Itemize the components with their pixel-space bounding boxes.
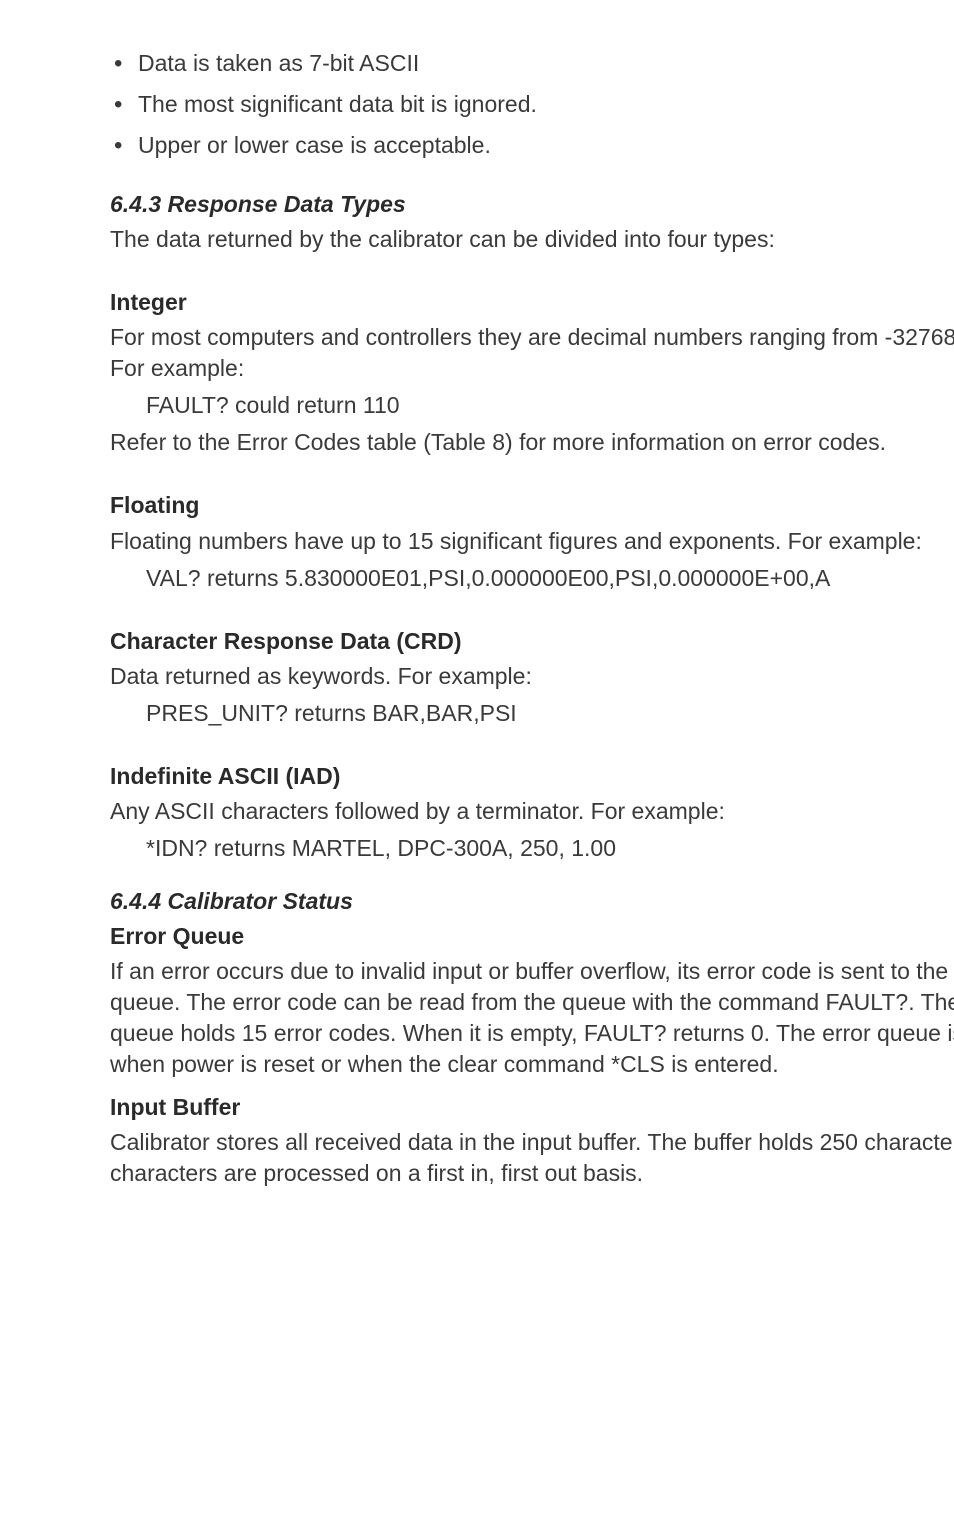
error-queue-heading: Error Queue <box>110 921 954 952</box>
input-buffer-heading: Input Buffer <box>110 1092 954 1123</box>
iad-p1: Any ASCII characters followed by a termi… <box>110 796 954 827</box>
crd-heading: Character Response Data (CRD) <box>110 626 954 657</box>
page-container: Data is taken as 7-bit ASCII The most si… <box>110 48 954 1523</box>
bullet-item: Upper or lower case is acceptable. <box>110 130 954 161</box>
section-643-intro: The data returned by the calibrator can … <box>110 224 954 255</box>
floating-p1: Floating numbers have up to 15 significa… <box>110 526 954 557</box>
input-buffer-p1: Calibrator stores all received data in t… <box>110 1127 954 1189</box>
section-heading-644: 6.4.4 Calibrator Status <box>110 886 954 917</box>
integer-p2: Refer to the Error Codes table (Table 8)… <box>110 427 954 458</box>
floating-example: VAL? returns 5.830000E01,PSI,0.000000E00… <box>110 563 954 594</box>
bullet-list: Data is taken as 7-bit ASCII The most si… <box>110 48 954 161</box>
error-queue-p1: If an error occurs due to invalid input … <box>110 956 954 1080</box>
bullet-text: The most significant data bit is ignored… <box>138 91 537 117</box>
bullet-text: Upper or lower case is acceptable. <box>138 132 491 158</box>
floating-heading: Floating <box>110 490 954 521</box>
section-heading-643: 6.4.3 Response Data Types <box>110 189 954 220</box>
crd-p1: Data returned as keywords. For example: <box>110 661 954 692</box>
bullet-item: Data is taken as 7-bit ASCII <box>110 48 954 79</box>
bullet-item: The most significant data bit is ignored… <box>110 89 954 120</box>
integer-example: FAULT? could return 110 <box>110 390 954 421</box>
bullet-text: Data is taken as 7-bit ASCII <box>138 50 419 76</box>
integer-heading: Integer <box>110 287 954 318</box>
iad-example: *IDN? returns MARTEL, DPC-300A, 250, 1.0… <box>110 833 954 864</box>
iad-heading: Indefinite ASCII (IAD) <box>110 761 954 792</box>
integer-p1: For most computers and controllers they … <box>110 322 954 384</box>
crd-example: PRES_UNIT? returns BAR,BAR,PSI <box>110 698 954 729</box>
